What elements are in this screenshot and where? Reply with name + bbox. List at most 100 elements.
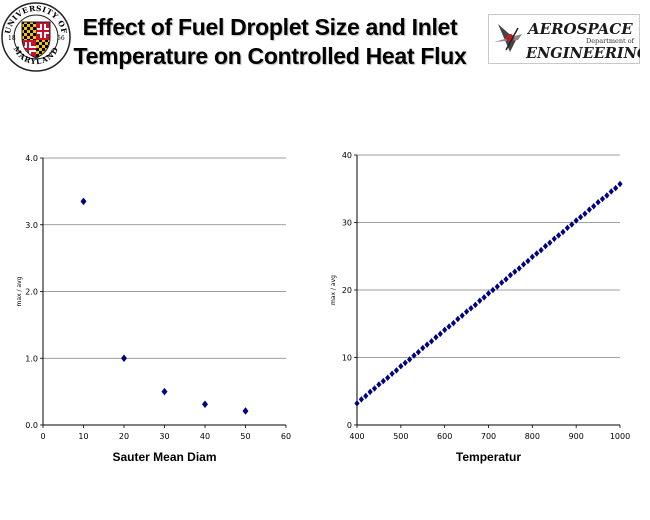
chart-1-point-28 [477, 297, 483, 305]
chart-1-x-tick-label-2: 600 [437, 432, 452, 441]
chart-1-point-19 [437, 330, 443, 338]
chart-1-point-30 [485, 290, 492, 297]
chart-1-point-53 [586, 206, 592, 213]
chart-1-point-3 [367, 388, 373, 396]
chart-1-point-17 [428, 338, 435, 345]
chart-1-point-5 [376, 381, 382, 388]
chart-1-point-36 [512, 268, 518, 276]
chart-1-y-tick-label-3: 30 [342, 219, 352, 228]
chart-1-point-8 [389, 370, 395, 377]
chart-1-point-18 [433, 334, 439, 341]
chart-1-point-37 [516, 265, 522, 272]
chart-1-point-24 [459, 312, 465, 319]
chart-1-point-9 [393, 367, 400, 374]
aero-logo-line2: ENGINEERING [525, 45, 640, 62]
chart-1-x-tick-label-3: 700 [481, 432, 496, 441]
umd-logo-year-left: 18 [8, 35, 16, 42]
chart-1-point-0 [354, 400, 360, 407]
chart-1-point-49 [569, 221, 575, 228]
droplet-size-chart-svg: 0.0 1.0 2.0 3.0 4.0 0 10 20 30 40 50 60 Sauter Mean … [16, 154, 291, 464]
chart-1-y-tick-label-2: 20 [342, 286, 352, 295]
chart-0-y-tick-label-3: 3.0 [25, 221, 38, 230]
chart-1-x-axis-title: Temperatur [456, 450, 521, 464]
chart-1-point-57 [604, 192, 610, 199]
chart-1-point-2 [363, 392, 369, 400]
chart-1-point-45 [551, 235, 557, 242]
chart-1-point-42 [538, 246, 544, 254]
chart-1-point-34 [503, 275, 509, 283]
chart-0-y-axis-title: max / avg [16, 276, 23, 306]
chart-1-point-39 [525, 257, 531, 265]
chart-1-point-43 [542, 242, 549, 250]
aerospace-engineering-logo: AEROSPACE Department of ENGINEERING [488, 14, 649, 64]
chart-1-x-tick-label-0: 400 [349, 432, 364, 441]
chart-1-point-10 [398, 363, 404, 370]
chart-0-x-axis-title: Sauter Mean Diam [112, 450, 216, 464]
chart-1-point-33 [499, 279, 505, 286]
chart-1-point-35 [507, 271, 514, 279]
chart-0-point-3 [202, 400, 208, 409]
chart-1-point-46 [556, 232, 562, 239]
chart-1-point-4 [371, 385, 378, 392]
chart-1-point-38 [520, 261, 527, 268]
slide-title-line-2: Temperature on Controlled Heat Flux [73, 43, 467, 69]
chart-1-point-1 [358, 396, 364, 403]
chart-1-y-axis-title: max / avg [330, 275, 337, 305]
chart-1-x-tick-label-5: 900 [569, 432, 584, 441]
chart-1-point-31 [490, 286, 496, 294]
chart-1-y-tick-label-0: 0 [347, 421, 352, 430]
chart-1-point-52 [582, 210, 588, 217]
chart-0-x-tick-label-5: 50 [240, 432, 250, 441]
temperature-chart: 0 10 20 30 40 400 500 600 700 800 900 1000 Temperatu… [320, 140, 650, 480]
chart-0-x-tick-label-2: 20 [119, 432, 129, 441]
temperature-chart-svg: 0 10 20 30 40 400 500 600 700 800 900 1000 Temperatu… [330, 151, 630, 464]
chart-0-x-tick-label-0: 0 [40, 432, 45, 441]
chart-1-point-15 [420, 344, 426, 352]
chart-1-point-48 [564, 224, 570, 232]
chart-0-point-2 [161, 387, 168, 396]
chart-1-point-54 [591, 203, 597, 210]
chart-1-x-tick-label-6: 1000 [610, 432, 630, 441]
chart-1-point-26 [468, 304, 474, 312]
chart-1-y-tick-label-4: 40 [342, 151, 352, 160]
chart-1-point-27 [472, 301, 478, 309]
chart-1-point-6 [380, 377, 386, 385]
chart-0-x-tick-label-3: 30 [159, 432, 169, 441]
chart-1-point-16 [424, 341, 430, 348]
slide-title-line-1: Effect of Fuel Droplet Size and Inlet [82, 14, 458, 40]
chart-1-point-21 [446, 323, 452, 330]
chart-1-point-44 [547, 239, 553, 246]
chart-0-x-tick-label-1: 10 [78, 432, 88, 441]
chart-0-point-0 [80, 197, 87, 206]
chart-1-point-11 [402, 359, 408, 367]
chart-1-x-tick-label-4: 800 [525, 432, 540, 441]
chart-1-x-tick-label-1: 500 [393, 432, 408, 441]
droplet-size-chart: 0.0 1.0 2.0 3.0 4.0 0 10 20 30 40 50 60 Sauter Mean … [0, 140, 300, 480]
chart-1-point-59 [613, 184, 619, 192]
chart-1-point-32 [494, 283, 500, 290]
chart-1-point-13 [411, 352, 417, 359]
chart-1-point-50 [573, 217, 579, 224]
chart-0-y-tick-label-1: 1.0 [25, 354, 38, 363]
chart-0-y-tick-label-0: 0.0 [25, 421, 38, 430]
university-of-maryland-seal-logo: UNIVERSITY OF MARYLAND 18 56 [0, 0, 72, 74]
aero-logo-line1: AEROSPACE [526, 20, 633, 38]
chart-1-point-29 [481, 294, 487, 301]
chart-1-point-60 [617, 180, 623, 188]
chart-0-x-tick-label-4: 40 [200, 432, 210, 441]
airplane-emblem-icon [494, 24, 522, 52]
chart-1-point-14 [415, 348, 421, 356]
chart-1-y-tick-label-1: 10 [342, 354, 352, 363]
chart-0-y-tick-label-2: 2.0 [25, 288, 38, 297]
chart-1-point-40 [529, 253, 535, 261]
chart-1-point-41 [534, 250, 540, 257]
chart-1-point-47 [560, 228, 566, 236]
chart-1-point-20 [442, 326, 448, 334]
aero-logo-small: Department of [586, 37, 635, 45]
chart-0-point-4 [242, 407, 249, 415]
chart-1-point-56 [599, 195, 606, 203]
chart-1-point-22 [450, 319, 457, 327]
chart-1-point-58 [608, 188, 614, 195]
chart-1-point-51 [577, 213, 584, 221]
